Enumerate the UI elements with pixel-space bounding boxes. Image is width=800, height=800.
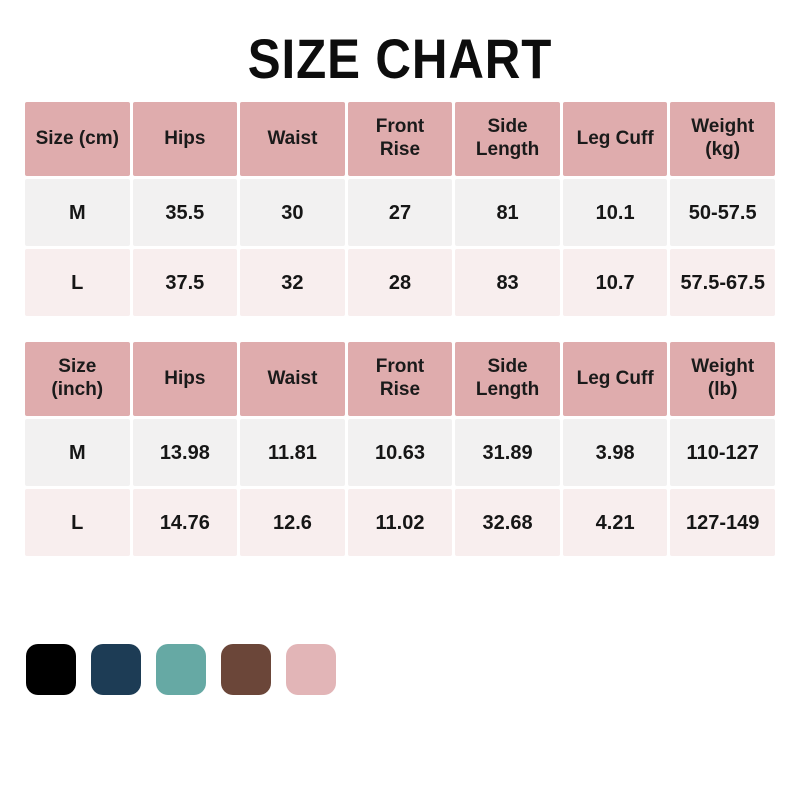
- cell-leg-cuff-l: 10.7: [562, 249, 668, 316]
- color-swatch-dusty-pink: [286, 644, 336, 695]
- cell-size-l: L: [25, 249, 130, 316]
- cell-hips-m: 13.98: [132, 419, 238, 486]
- column-header-front-rise: Front Rise: [347, 102, 453, 176]
- color-swatch-black: [26, 644, 76, 695]
- page-title: SIZE CHART: [247, 27, 553, 90]
- cell-waist-l: 32: [240, 249, 345, 316]
- cell-front-rise-l: 11.02: [347, 489, 453, 556]
- column-header-hips: Hips: [132, 102, 238, 176]
- column-header-leg-cuff: Leg Cuff: [562, 342, 668, 416]
- column-header-weight-kg: Weight (kg): [670, 102, 775, 176]
- cell-size-l: L: [25, 489, 130, 556]
- size-table-inch: Size (inch) Hips Waist Front Rise Side L…: [25, 342, 775, 556]
- cell-side-length-l: 32.68: [455, 489, 560, 556]
- cell-front-rise-m: 27: [347, 179, 453, 246]
- cell-waist-m: 30: [240, 179, 345, 246]
- column-header-side-length: Side Length: [455, 102, 560, 176]
- cell-hips-l: 37.5: [132, 249, 238, 316]
- cell-leg-cuff-m: 10.1: [562, 179, 668, 246]
- cell-weight-m: 50-57.5: [670, 179, 775, 246]
- column-header-weight-lb: Weight (lb): [670, 342, 775, 416]
- column-header-hips: Hips: [132, 342, 238, 416]
- cell-side-length-m: 31.89: [455, 419, 560, 486]
- cell-front-rise-m: 10.63: [347, 419, 453, 486]
- cell-size-m: M: [25, 179, 130, 246]
- cell-leg-cuff-m: 3.98: [562, 419, 668, 486]
- column-header-waist: Waist: [240, 102, 345, 176]
- cell-weight-m: 110-127: [670, 419, 775, 486]
- color-swatch-teal: [156, 644, 206, 695]
- column-header-size-inch: Size (inch): [25, 342, 130, 416]
- cell-side-length-l: 83: [455, 249, 560, 316]
- cell-hips-l: 14.76: [132, 489, 238, 556]
- cell-front-rise-l: 28: [347, 249, 453, 316]
- cell-hips-m: 35.5: [132, 179, 238, 246]
- cell-size-m: M: [25, 419, 130, 486]
- color-swatch-brown: [221, 644, 271, 695]
- color-swatch-navy-blue: [91, 644, 141, 695]
- column-header-side-length: Side Length: [455, 342, 560, 416]
- cell-weight-l: 57.5-67.5: [670, 249, 775, 316]
- color-swatches: [26, 644, 336, 695]
- column-header-leg-cuff: Leg Cuff: [562, 102, 668, 176]
- cell-weight-l: 127-149: [670, 489, 775, 556]
- cell-side-length-m: 81: [455, 179, 560, 246]
- column-header-size-cm: Size (cm): [25, 102, 130, 176]
- cell-waist-l: 12.6: [240, 489, 345, 556]
- cell-leg-cuff-l: 4.21: [562, 489, 668, 556]
- cell-waist-m: 11.81: [240, 419, 345, 486]
- size-table-cm: Size (cm) Hips Waist Front Rise Side Len…: [25, 102, 775, 316]
- column-header-waist: Waist: [240, 342, 345, 416]
- column-header-front-rise: Front Rise: [347, 342, 453, 416]
